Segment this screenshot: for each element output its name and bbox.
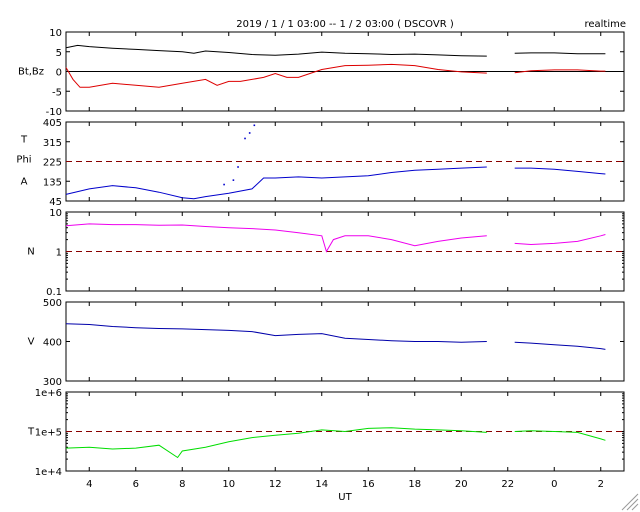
x-tick-label: 12 bbox=[269, 479, 282, 490]
y-tick-label: 45 bbox=[49, 197, 62, 208]
series-line-1-segment-2 bbox=[514, 167, 606, 175]
series-line-1-segment-2 bbox=[514, 341, 606, 350]
panel-2: 405 315 225 135 45 T Phi A bbox=[16, 118, 625, 208]
y-tick-label: 10 bbox=[49, 208, 62, 219]
panels-group: 10 5 0 -5 -10 Bt,Bz 405 315 225 135 45 T Phi A 10 1 0.1 N… bbox=[16, 28, 625, 478]
x-tick-label: 14 bbox=[315, 479, 328, 490]
panel-frame bbox=[65, 301, 625, 382]
series-line-2-segment-2 bbox=[514, 69, 606, 74]
y-tick-label: 0 bbox=[56, 68, 62, 79]
x-axis: 4 6 8 10 12 14 16 18 20 22 0 2 bbox=[86, 479, 604, 490]
y-axis-label: N bbox=[27, 247, 34, 258]
panel-3: 10 1 0.1 N bbox=[27, 208, 625, 298]
chart-title: 2019 / 1 / 1 03:00 -- 1 / 2 03:00 ( DSCO… bbox=[236, 19, 454, 30]
series-line-1-segment-2 bbox=[514, 52, 606, 55]
y-tick-label: -5 bbox=[52, 87, 62, 98]
x-tick-label: 6 bbox=[133, 479, 139, 490]
panel-4: 500 400 300 V bbox=[28, 298, 625, 388]
series-line-1-segment-1 bbox=[65, 166, 487, 200]
y-axis-label: T bbox=[27, 427, 35, 438]
y-tick-label: -10 bbox=[46, 107, 62, 118]
x-tick-label: 0 bbox=[551, 479, 557, 490]
y-axis-label: V bbox=[28, 337, 35, 348]
x-tick-label: 10 bbox=[222, 479, 235, 490]
y-axis-label: Phi bbox=[16, 155, 31, 166]
panel-5: 1e+6 1e+5 1e+4 T bbox=[27, 388, 625, 478]
series-line-1-segment-2 bbox=[514, 430, 606, 441]
y-axis-label: A bbox=[21, 177, 28, 188]
y-axis-label: T bbox=[20, 135, 28, 146]
y-tick-label: 300 bbox=[43, 377, 62, 388]
x-tick-label: 4 bbox=[86, 479, 92, 490]
x-tick-label: 22 bbox=[501, 479, 514, 490]
y-tick-label: 1e+5 bbox=[35, 428, 62, 439]
y-tick-label: 225 bbox=[43, 158, 62, 169]
data-point bbox=[244, 137, 246, 140]
x-tick-label: 8 bbox=[179, 479, 185, 490]
y-tick-label: 315 bbox=[43, 138, 62, 149]
realtime-badge: realtime bbox=[584, 19, 626, 30]
y-tick-label: 1e+4 bbox=[35, 467, 62, 478]
data-point bbox=[253, 124, 256, 127]
series-line-1-segment-1 bbox=[65, 44, 487, 57]
data-point bbox=[223, 183, 225, 186]
y-tick-label: 135 bbox=[43, 177, 62, 188]
data-point bbox=[248, 132, 251, 134]
y-tick-label: 400 bbox=[43, 338, 62, 349]
series-line-1-segment-1 bbox=[65, 323, 487, 343]
x-tick-label: 16 bbox=[362, 479, 375, 490]
y-axis-label: Bt,Bz bbox=[18, 67, 44, 78]
y-tick-label: 405 bbox=[43, 118, 62, 129]
y-tick-label: 0.1 bbox=[46, 287, 62, 298]
y-tick-label: 5 bbox=[56, 48, 62, 59]
resize-grip-icon bbox=[621, 493, 639, 511]
series-line-1-segment-1 bbox=[65, 223, 487, 253]
data-point bbox=[237, 166, 239, 168]
x-axis-label: UT bbox=[338, 492, 352, 503]
y-tick-label: 1e+6 bbox=[35, 388, 62, 399]
panel-1: 10 5 0 -5 -10 Bt,Bz bbox=[18, 28, 625, 118]
series-line-2-segment-1 bbox=[65, 63, 487, 88]
y-tick-label: 500 bbox=[43, 298, 62, 309]
series-line-1-segment-1 bbox=[65, 427, 487, 459]
data-point bbox=[232, 179, 235, 181]
x-tick-label: 18 bbox=[408, 479, 421, 490]
series-line-1-segment-2 bbox=[514, 234, 606, 246]
x-tick-label: 20 bbox=[455, 479, 468, 490]
y-tick-label: 1 bbox=[56, 248, 62, 259]
x-tick-label: 2 bbox=[598, 479, 604, 490]
y-tick-label: 10 bbox=[49, 28, 62, 39]
